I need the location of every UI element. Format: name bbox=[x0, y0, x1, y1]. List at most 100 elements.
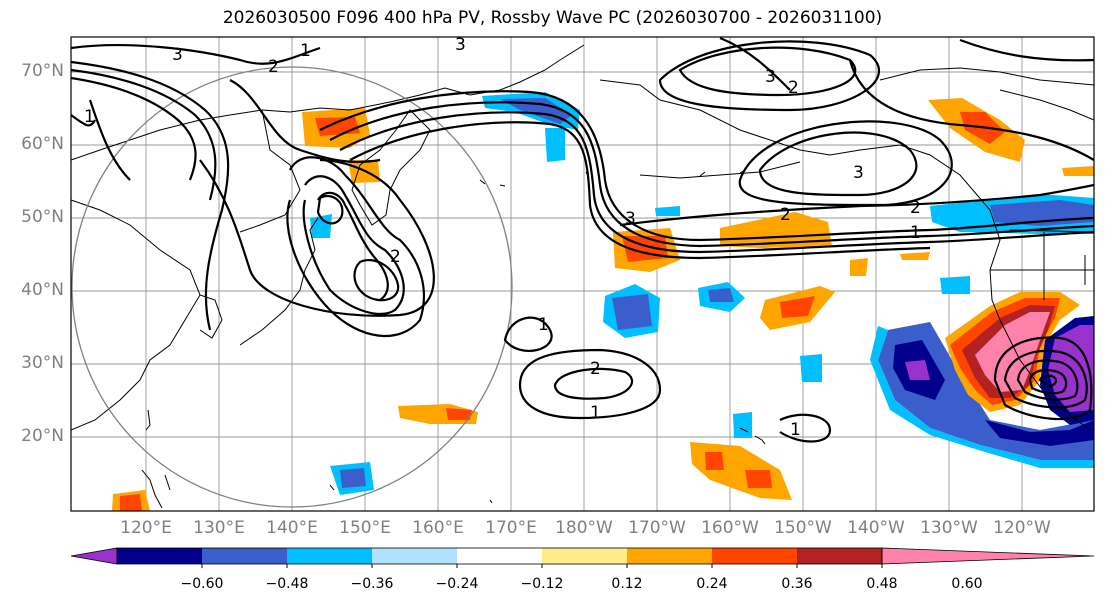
colorbar-label: 0.60 bbox=[951, 576, 983, 592]
coast-aleutians bbox=[639, 161, 801, 179]
contour-label: 3 bbox=[853, 163, 864, 183]
contour-nw-1b bbox=[71, 99, 131, 181]
anomaly-pos-hawaii-core bbox=[705, 452, 724, 470]
contour-label: 3 bbox=[625, 209, 636, 229]
anomaly-neg-bering-south bbox=[545, 128, 565, 162]
anomaly-fills bbox=[112, 92, 1094, 511]
anomaly-pos-sw-core bbox=[120, 494, 142, 511]
anomaly-neg-east-navy2 bbox=[985, 420, 1094, 446]
colorbar-label: 0.36 bbox=[781, 576, 813, 592]
contour-jet-2 bbox=[329, 101, 1094, 248]
anomaly-neg-mid-a-core bbox=[612, 294, 652, 330]
contour-label: 2 bbox=[788, 78, 799, 98]
contour-jet-3 bbox=[339, 111, 1094, 254]
contour-trough-3 bbox=[317, 191, 389, 301]
contour-label: 1 bbox=[590, 403, 601, 423]
contour-label: 2 bbox=[590, 359, 601, 379]
contour-label: 2 bbox=[910, 198, 921, 218]
contour-east-low-4 bbox=[1028, 369, 1068, 395]
contour-east-low-2 bbox=[1003, 349, 1088, 409]
anomaly-neg-east-ring bbox=[878, 322, 1094, 460]
anomaly-pos-east-pink bbox=[975, 312, 1050, 392]
anomaly-neg-east-ring-light bbox=[870, 326, 1094, 468]
colorbar-segment bbox=[117, 548, 202, 564]
contour-label: 3 bbox=[455, 35, 466, 55]
lat-label-30: 30°N bbox=[21, 353, 64, 373]
coast-taiwan bbox=[145, 409, 151, 431]
coast-borders bbox=[990, 229, 1094, 300]
contour-label: 1 bbox=[300, 41, 311, 61]
pv-contours bbox=[71, 37, 1094, 443]
colorbar-label: 0.24 bbox=[696, 576, 728, 592]
anomaly-neg-bering-core bbox=[500, 98, 572, 124]
anomaly-neg-mid-b-core bbox=[708, 288, 734, 302]
colorbar-extend-low bbox=[70, 547, 118, 565]
contour-trough-1 bbox=[286, 156, 425, 338]
lon-label-150e: 150°E bbox=[339, 518, 391, 538]
lon-label-140w: 140°W bbox=[847, 518, 905, 538]
contour-low-2b bbox=[553, 367, 633, 400]
contour-hawaii-1 bbox=[779, 413, 832, 443]
anomaly-neg-hawaii bbox=[733, 412, 752, 438]
colorbar-label: 0.12 bbox=[611, 576, 643, 592]
contour-label: 1 bbox=[910, 223, 921, 243]
contour-north-2b bbox=[719, 37, 791, 91]
contour-east-3 bbox=[758, 131, 918, 197]
contour-east-2 bbox=[738, 120, 953, 207]
colorbar-label: −0.48 bbox=[265, 576, 309, 592]
coast-china bbox=[71, 199, 201, 431]
contour-low-1 bbox=[503, 316, 553, 352]
coast-kamchatka bbox=[351, 109, 431, 226]
lon-label-150w: 150°W bbox=[774, 518, 832, 538]
lon-label-170e: 170°E bbox=[485, 518, 537, 538]
colorbar-label: −0.60 bbox=[180, 576, 224, 592]
lon-label-120w: 120°W bbox=[993, 518, 1051, 538]
colorbar bbox=[70, 547, 1095, 568]
anomaly-pos-small-b bbox=[900, 252, 930, 260]
coast-korea bbox=[199, 294, 223, 339]
anomaly-pos-wpac-core bbox=[446, 408, 472, 420]
lat-label-60: 60°N bbox=[21, 134, 64, 154]
contour-label: 3 bbox=[172, 45, 183, 65]
anomaly-pos-hawaii bbox=[690, 442, 792, 500]
contour-north-3 bbox=[678, 46, 857, 97]
contour-label: 2 bbox=[390, 247, 401, 267]
contour-east-1b bbox=[959, 38, 1094, 62]
contour-ridge-a bbox=[199, 158, 435, 317]
lat-label-50: 50°N bbox=[21, 207, 64, 227]
contour-label: 3 bbox=[765, 67, 776, 87]
lat-label-20: 20°N bbox=[21, 426, 64, 446]
contour-label: 2 bbox=[780, 205, 791, 225]
lon-label-120e: 120°E bbox=[120, 518, 172, 538]
coast-philippines bbox=[141, 469, 171, 509]
colorbar-segment bbox=[712, 548, 797, 564]
contour-east-low-1 bbox=[993, 336, 1093, 421]
contour-east-low-5 bbox=[1038, 374, 1058, 388]
lon-label-170w: 170°W bbox=[628, 518, 686, 538]
lat-label-70: 70°N bbox=[21, 61, 64, 81]
anomaly-pos-hawaii-core2 bbox=[745, 470, 772, 488]
colorbar-label: −0.24 bbox=[435, 576, 479, 592]
coast-hawaii bbox=[739, 427, 766, 445]
contour-trough-inner bbox=[353, 259, 400, 302]
contour-north-2 bbox=[658, 40, 880, 112]
contour-label: 2 bbox=[268, 57, 279, 77]
lon-label-160w: 160°W bbox=[701, 518, 759, 538]
lon-label-130w: 130°W bbox=[920, 518, 978, 538]
coast-northam bbox=[879, 67, 1094, 121]
colorbar-segment bbox=[797, 548, 882, 564]
coast-alaska bbox=[599, 79, 1001, 321]
anomaly-neg-mid-d bbox=[800, 354, 822, 382]
coastlines bbox=[71, 44, 1094, 509]
anomaly-pos-small-a bbox=[850, 258, 868, 276]
gridlines bbox=[71, 37, 1094, 511]
anomaly-neg-wpac-core bbox=[340, 468, 366, 488]
lon-label-180w: 180°W bbox=[555, 518, 613, 538]
colorbar-extend-high bbox=[881, 547, 1095, 565]
colorbar-label: 0.48 bbox=[866, 576, 898, 592]
contour-jet-upper bbox=[619, 183, 1094, 227]
map-frame bbox=[70, 36, 1095, 512]
coast-asia bbox=[71, 44, 585, 161]
contour-1-north bbox=[71, 44, 321, 65]
